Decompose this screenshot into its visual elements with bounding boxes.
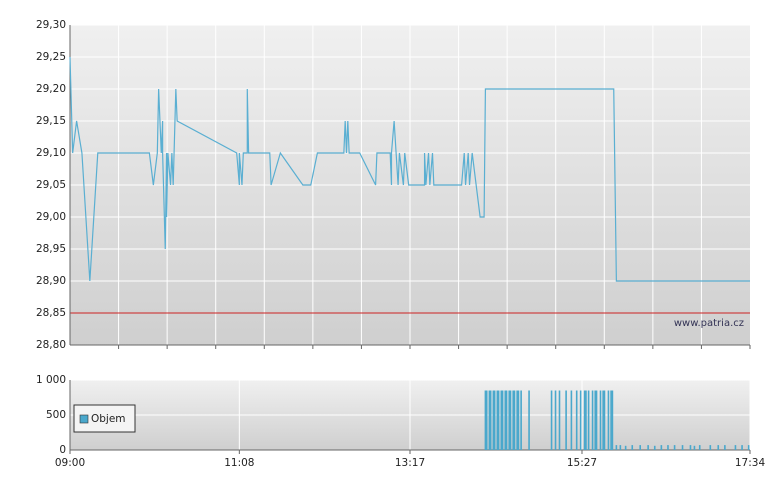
volume-bar: [504, 390, 507, 450]
x-tick-label: 13:17: [395, 457, 425, 469]
volume-bar: [607, 390, 610, 450]
volume-bar: [520, 390, 522, 450]
volume-bar: [591, 390, 594, 450]
volume-bar: [508, 390, 511, 450]
volume-bar: [485, 390, 488, 450]
volume-bar: [599, 390, 602, 450]
volume-bar: [585, 390, 587, 450]
volume-bar: [496, 390, 499, 450]
y-tick-label: 1 000: [36, 374, 66, 386]
volume-bar: [610, 390, 612, 450]
volume-bar: [615, 445, 618, 450]
volume-bar: [698, 445, 701, 450]
volume-bar: [501, 390, 504, 450]
watermark: www.patria.cz: [674, 318, 744, 329]
volume-bar: [603, 390, 606, 450]
y-tick-label: 500: [46, 409, 66, 421]
y-tick-label: 29,25: [36, 51, 66, 63]
volume-bar: [611, 390, 614, 450]
volume-bar: [724, 445, 726, 450]
volume-bar: [594, 390, 597, 450]
volume-bar: [595, 390, 598, 450]
volume-bar: [489, 390, 492, 450]
y-tick-label: 28,80: [36, 339, 66, 351]
volume-bar: [624, 445, 627, 450]
y-tick-label: 28,95: [36, 243, 66, 255]
volume-bar: [631, 445, 634, 450]
volume-bar: [554, 390, 557, 450]
y-tick-label: 29,15: [36, 115, 66, 127]
volume-bar: [673, 445, 676, 450]
volume-bar: [500, 390, 503, 450]
volume-bar: [517, 390, 520, 450]
volume-bar: [693, 445, 696, 450]
x-tick-label: 15:27: [567, 457, 597, 469]
legend-label: Objem: [91, 413, 126, 425]
volume-bar: [741, 445, 743, 450]
volume-bar: [587, 390, 590, 450]
legend-swatch: [79, 414, 89, 424]
volume-bar: [516, 390, 518, 450]
y-tick-label: 29,00: [36, 211, 66, 223]
x-tick-label: 17:34: [735, 457, 766, 469]
volume-bar: [681, 445, 684, 450]
volume-bar: [497, 390, 500, 450]
volume-bar: [492, 390, 495, 450]
volume-bar: [602, 390, 604, 450]
volume-bar: [647, 445, 649, 450]
volume-bar: [528, 390, 530, 450]
volume-bar: [717, 445, 720, 450]
volume-bar: [583, 390, 586, 450]
volume-bar: [513, 390, 516, 450]
volume-bar: [558, 390, 561, 450]
volume-bar: [570, 390, 573, 450]
volume-bar: [709, 445, 712, 450]
volume-bar: [565, 390, 567, 450]
volume-bar: [550, 390, 553, 450]
volume-bar: [660, 445, 663, 450]
volume-bar: [488, 390, 491, 450]
volume-bar: [512, 390, 514, 450]
volume-bar: [493, 390, 496, 450]
y-tick-label: 0: [59, 444, 66, 456]
x-tick-label: 11:08: [224, 457, 254, 469]
volume-bar: [579, 390, 582, 450]
volume-bar: [653, 445, 656, 450]
y-tick-label: 29,05: [36, 179, 66, 191]
y-tick-label: 28,90: [36, 275, 66, 287]
y-tick-label: 29,10: [36, 147, 66, 159]
volume-bar: [689, 445, 692, 450]
volume-bar: [639, 445, 641, 450]
volume-bar: [747, 445, 750, 450]
y-tick-label: 28,85: [36, 307, 66, 319]
volume-bar: [575, 390, 578, 450]
volume-bar: [619, 445, 622, 450]
price-line: [69, 56, 750, 282]
volume-bar: [505, 390, 508, 450]
volume-bar: [484, 390, 487, 450]
volume-bar: [509, 390, 512, 450]
x-tick-label: 09:00: [55, 457, 85, 469]
volume-bar: [734, 445, 737, 450]
volume-bar: [667, 445, 669, 450]
y-tick-label: 29,30: [36, 19, 66, 31]
y-tick-label: 29,20: [36, 83, 66, 95]
